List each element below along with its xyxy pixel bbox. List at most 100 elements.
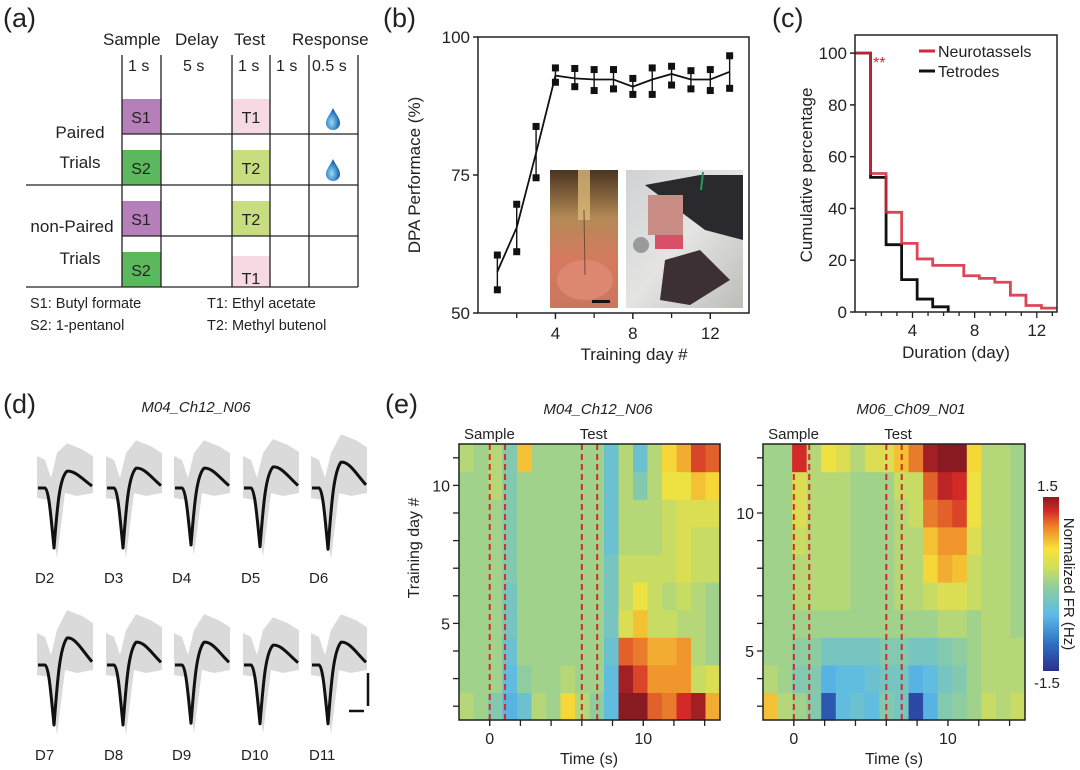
heatmap-cell-e2 <box>952 692 968 721</box>
inset-photos <box>550 170 743 308</box>
heatmap-cell-e1 <box>531 609 547 638</box>
row-group-paired-line1: Paired <box>55 123 104 142</box>
odor-label-test: T2 <box>242 161 261 178</box>
heatmap-cell-e1 <box>705 637 721 666</box>
heatmap-cell-e2 <box>763 637 779 666</box>
heatmap-cell-e1 <box>618 499 634 528</box>
heatmap-cell-e2 <box>908 499 924 528</box>
heatmap-cell-e2 <box>908 637 924 666</box>
heatmap-cell-e1 <box>618 609 634 638</box>
heatmap-cell-e2 <box>995 582 1012 611</box>
heatmap-cell-e1 <box>676 444 692 473</box>
data-marker <box>648 64 656 72</box>
heatmap-cell-e2 <box>923 499 939 528</box>
heatmap-cell-e2 <box>966 526 982 555</box>
heatmap-cell-e2 <box>981 554 997 583</box>
heatmap-cell-e2 <box>864 526 881 555</box>
ytick-label-c: 40 <box>828 199 847 218</box>
heatmap-cell-e1 <box>662 637 678 666</box>
heatmap-cell-e2 <box>806 692 822 721</box>
heatmap-cell-e2 <box>763 582 779 611</box>
scale-bar <box>592 300 610 303</box>
data-marker <box>687 85 695 93</box>
heatmap-cell-e1 <box>459 444 475 473</box>
heatmap-cell-e1 <box>676 637 692 666</box>
colorbar-min: -1.5 <box>1034 675 1060 692</box>
heatmap-cell-e2 <box>1010 582 1026 611</box>
heatmap-cell-e2 <box>966 471 982 500</box>
heatmap-cell-e1 <box>618 692 634 721</box>
row-group-paired-line2: Trials <box>60 153 101 172</box>
series-line-neurotassels <box>855 51 1057 310</box>
heatmap-cell-e1 <box>647 637 663 666</box>
heatmap-cell-e2 <box>923 664 939 693</box>
heatmap-cell-e2 <box>894 609 910 638</box>
heatmap-cell-e2 <box>1010 554 1026 583</box>
heatmap-cell-e1 <box>546 554 562 583</box>
heatmap-cell-e1 <box>676 499 692 528</box>
heatmap-cell-e1 <box>473 692 489 721</box>
heatmap-cell-e2 <box>937 526 953 555</box>
heatmap-cell-e2 <box>908 664 924 693</box>
heatmap-cell-e1 <box>618 664 634 693</box>
heatmap-cell-e1 <box>575 499 591 528</box>
row-group-nonpaired-line2: Trials <box>60 249 101 268</box>
heatmap-cell-e2 <box>937 637 953 666</box>
panel-label-e: (e) <box>385 389 418 419</box>
duration-gap: 1 s <box>276 58 297 75</box>
waveform-variance-band <box>174 614 230 734</box>
xtick-label-c: 4 <box>908 321 917 340</box>
heatmap-cell-e2 <box>821 664 837 693</box>
heatmap-cell-e1 <box>488 471 504 500</box>
xtick-label-e2: 10 <box>939 731 957 748</box>
heatmap-cell-e1 <box>546 609 562 638</box>
xtick-label-c: 12 <box>1027 321 1046 340</box>
heatmap-cell-e1 <box>517 637 533 666</box>
data-marker <box>629 74 637 82</box>
heatmap-cell-e2 <box>1010 444 1026 473</box>
heatmap-cell-e2 <box>966 554 982 583</box>
ytick-label-b: 75 <box>451 166 470 185</box>
heatmap-cell-e1 <box>662 609 678 638</box>
heatmap-cell-e1 <box>459 582 475 611</box>
heatmap-cell-e1 <box>662 582 678 611</box>
heatmap-cell-e1 <box>705 664 721 693</box>
heatmap-cell-e1 <box>662 692 678 721</box>
heatmap-cell-e2 <box>792 609 808 638</box>
heatmap-cell-e2 <box>850 444 866 473</box>
heatmap-cell-e1 <box>633 444 649 473</box>
heatmap-cell-e1 <box>459 664 475 693</box>
heatmap-cell-e1 <box>691 526 707 555</box>
waveform-variance-band <box>37 610 93 735</box>
data-marker <box>532 174 540 182</box>
heatmap-cell-e1 <box>604 692 620 721</box>
data-marker <box>493 251 501 259</box>
heatmap-cell-e2 <box>850 526 866 555</box>
heatmap-cell-e2 <box>966 499 982 528</box>
heatmap-cell-e2 <box>792 582 808 611</box>
heatmap-cell-e1 <box>473 471 489 500</box>
heatmap-cell-e1 <box>517 444 533 473</box>
heatmap-cell-e2 <box>952 471 968 500</box>
heatmap-cell-e1 <box>633 637 649 666</box>
heatmap-cell-e1 <box>691 664 707 693</box>
heatmap-cell-e2 <box>835 554 851 583</box>
heatmap-cell-e2 <box>879 526 895 555</box>
heatmap-cell-e1 <box>546 471 562 500</box>
odor-box-sample <box>122 150 161 185</box>
xtick-label-c: 8 <box>970 321 979 340</box>
heatmap-cell-e2 <box>777 637 793 666</box>
heatmap-cell-e1 <box>488 499 504 528</box>
heatmap-cell-e1 <box>647 526 663 555</box>
panel-c-cumulative-chart: (c) 0 20 40 60 80 100 4 8 12 Duration (day) Cumu… <box>772 3 1058 362</box>
heatmap-cell-e1 <box>647 499 663 528</box>
heatmap-cell-e1 <box>560 499 576 528</box>
heatmap-cell-e2 <box>806 582 822 611</box>
data-marker <box>610 66 617 74</box>
heatmap-cell-e2 <box>821 444 837 473</box>
heatmap-cell-e1 <box>488 526 504 555</box>
heatmap-cell-e2 <box>981 609 997 638</box>
heatmap-cell-e2 <box>806 609 822 638</box>
heatmap-cell-e1 <box>560 609 576 638</box>
heatmap-cell-e1 <box>676 692 692 721</box>
